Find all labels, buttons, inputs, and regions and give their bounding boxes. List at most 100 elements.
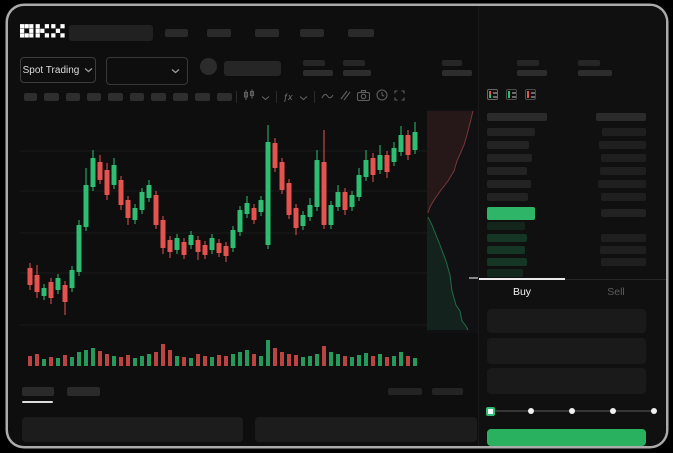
ask-row-price-bar[interactable] <box>487 128 535 136</box>
nav-menu-item[interactable] <box>255 29 279 37</box>
bottom-right-badge-2[interactable] <box>432 388 463 395</box>
drawing-tools-icon[interactable] <box>340 88 351 106</box>
bid-row-price-bar[interactable] <box>487 222 525 230</box>
ticker-stat-label-placeholder <box>578 60 600 66</box>
timeframe-button[interactable] <box>173 93 188 101</box>
chevron-down-icon[interactable] <box>299 88 308 106</box>
chevron-down-icon <box>171 69 180 74</box>
orderbook-icon-column <box>508 91 510 98</box>
nav-menu-item[interactable] <box>300 29 324 37</box>
ask-row-amount-bar[interactable] <box>601 154 646 162</box>
candlestick-chart[interactable] <box>20 108 478 374</box>
ask-row-amount-bar[interactable] <box>601 193 646 201</box>
market-type-dropdown[interactable]: Spot Trading <box>20 57 96 83</box>
bottom-input-right[interactable] <box>255 417 477 442</box>
ticker-stat-label-placeholder <box>517 60 539 66</box>
nav-search-placeholder[interactable] <box>69 25 153 41</box>
fx-indicator-icon[interactable]: ƒx <box>283 92 293 102</box>
ask-row-amount-bar[interactable] <box>598 180 646 188</box>
orderbook-bids-icon[interactable] <box>506 89 517 100</box>
ticker-stat-label-placeholder <box>343 60 365 66</box>
order-form-field-3[interactable] <box>487 368 646 394</box>
tab-sell[interactable]: Sell <box>565 282 666 302</box>
timeframe-button[interactable] <box>87 93 101 101</box>
slider-step-dot[interactable] <box>528 408 534 414</box>
orderbook-icon-line <box>493 92 497 94</box>
timeframe-button[interactable] <box>66 93 80 101</box>
camera-icon[interactable] <box>356 88 370 106</box>
ask-row-price-bar[interactable] <box>487 180 531 188</box>
slider-step-dot[interactable] <box>610 408 616 414</box>
slider-step-dot[interactable] <box>651 408 657 414</box>
bid-row-price-bar[interactable] <box>487 234 527 242</box>
orderbook-icon-line <box>531 96 535 98</box>
nav-menu-item[interactable] <box>207 29 231 37</box>
buy-submit-button[interactable] <box>487 429 646 446</box>
ask-row-amount-bar[interactable] <box>600 167 646 175</box>
bottom-tab-1[interactable] <box>22 387 54 396</box>
nav-menu-item[interactable] <box>348 29 374 37</box>
panel-divider <box>479 279 666 280</box>
bid-row-amount-bar[interactable] <box>601 258 646 266</box>
orderbook-header-price <box>487 113 547 121</box>
ticker-stat-label-placeholder <box>303 60 325 66</box>
timeframe-button[interactable] <box>44 93 59 101</box>
toolbar-divider <box>276 91 277 103</box>
slider-step-dot[interactable] <box>569 408 575 414</box>
pair-dropdown[interactable] <box>106 57 188 85</box>
ask-row-price-bar[interactable] <box>487 167 527 175</box>
nav-menu-item[interactable] <box>165 29 188 37</box>
timeframe-button[interactable] <box>217 93 232 101</box>
bottom-right-badge-1[interactable] <box>388 388 422 395</box>
ask-row-price-bar[interactable] <box>487 141 529 149</box>
timeframe-button[interactable] <box>195 93 210 101</box>
bottom-tab-2[interactable] <box>67 387 100 396</box>
timeframe-button[interactable] <box>108 93 123 101</box>
okx-logo[interactable] <box>20 24 65 39</box>
last-price-bar[interactable] <box>487 207 535 220</box>
chart-toolbar-icons: ƒx <box>236 88 405 106</box>
orderbook-icon-column <box>489 91 491 98</box>
ask-row-amount-bar[interactable] <box>599 141 646 149</box>
ask-row-price-bar[interactable] <box>487 154 532 162</box>
chevron-down-icon <box>84 68 93 73</box>
candle-style-icon[interactable] <box>243 88 255 106</box>
active-tab-indicator <box>479 278 565 280</box>
order-panel: Buy Sell <box>478 6 666 446</box>
timeframe-button[interactable] <box>151 93 166 101</box>
chevron-down-icon[interactable] <box>261 88 270 106</box>
orderbook-icon-line <box>531 92 535 94</box>
timeframe-button[interactable] <box>24 93 37 101</box>
history-clock-icon[interactable] <box>375 88 388 106</box>
bid-row-amount-bar[interactable] <box>601 234 646 242</box>
timeframe-button[interactable] <box>130 93 144 101</box>
bottom-active-tab-indicator <box>22 401 53 403</box>
orderbook-icon-line <box>493 96 497 98</box>
bid-row-price-bar[interactable] <box>487 258 527 266</box>
order-form-field-2[interactable] <box>487 338 646 364</box>
slider-handle-active[interactable] <box>486 407 495 416</box>
ask-row-price-bar[interactable] <box>487 193 528 201</box>
bid-row-price-bar[interactable] <box>487 246 525 254</box>
market-type-label: Spot Trading <box>22 64 80 76</box>
ticker-stat-value-placeholder <box>303 70 333 76</box>
toolbar-divider <box>313 91 315 103</box>
fullscreen-icon[interactable] <box>393 88 405 106</box>
orderbook-asks-icon[interactable] <box>525 89 536 100</box>
tab-buy[interactable]: Buy <box>479 282 565 302</box>
ticker-stat-value-placeholder <box>578 70 612 76</box>
orderbook-combined-icon[interactable] <box>487 89 498 100</box>
order-form-field-1[interactable] <box>487 309 646 333</box>
coin-icon <box>200 58 217 75</box>
wave-line-icon[interactable] <box>321 88 334 106</box>
app-window: Spot Trading ƒx <box>8 6 666 446</box>
depth-chart <box>427 110 478 331</box>
ask-row-amount-bar[interactable] <box>602 128 646 136</box>
depth-panel[interactable] <box>427 109 478 333</box>
ticker-stat-value-placeholder <box>442 70 472 76</box>
bid-row-price-bar[interactable] <box>487 269 523 277</box>
bottom-input-left[interactable] <box>22 417 243 442</box>
bid-row-amount-bar[interactable] <box>600 246 646 254</box>
orderbook-icon-line <box>512 92 516 94</box>
